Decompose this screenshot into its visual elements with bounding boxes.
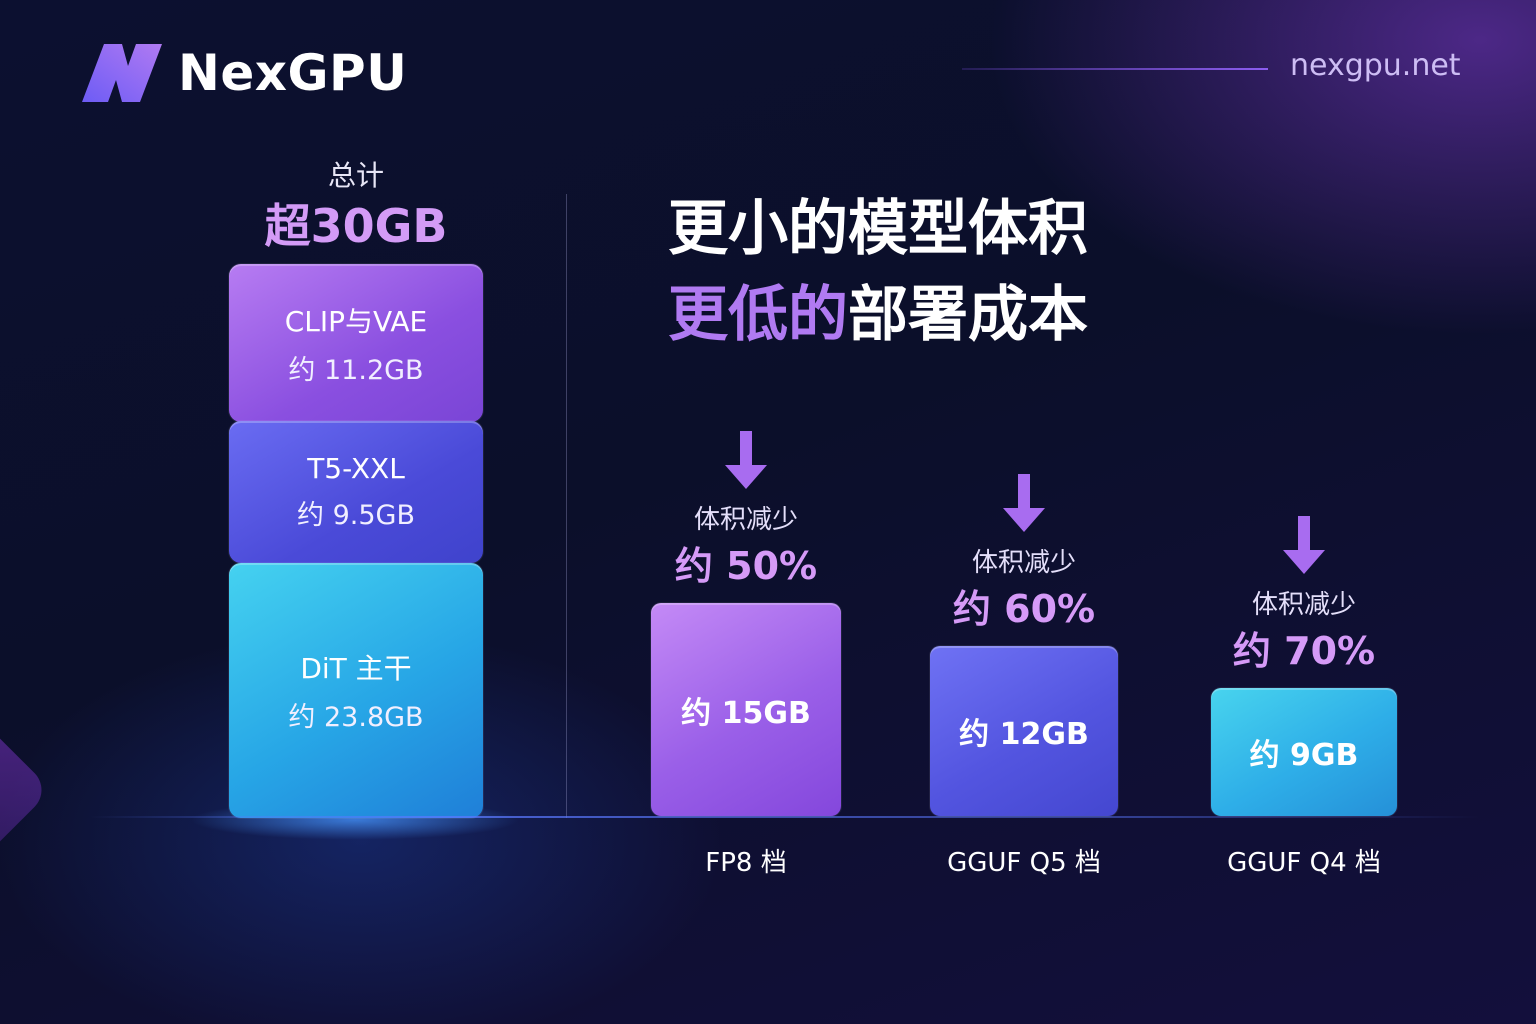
tier-bar-value: 约 12GB: [959, 716, 1089, 752]
stack-segment-t5-xxl: T5-XXL 约 9.5GB: [229, 421, 483, 563]
site-url: nexgpu.net: [1290, 48, 1461, 83]
nexgpu-logo-icon: [82, 44, 162, 102]
tier-bar-gguf-q5: 约 12GB: [930, 645, 1118, 816]
tier-bar-value: 约 15GB: [681, 695, 811, 731]
tier-bar-gguf-q4: 约 9GB: [1211, 688, 1397, 816]
total-value: 超30GB: [264, 199, 448, 253]
brand-name: NexGPU: [178, 44, 408, 102]
tier-bar-value: 约 9GB: [1249, 738, 1359, 774]
headline-accent: 更低的: [668, 280, 848, 350]
tier-category-label: GGUF Q4 档: [1227, 848, 1381, 878]
headline-line-2: 更低的部署成本: [668, 272, 1088, 358]
headline-line-1: 更小的模型体积: [668, 194, 1088, 264]
tier-reduction-caption: 体积减少: [693, 505, 798, 535]
chart-baseline: [90, 816, 1480, 818]
stack-segment-dit: DiT 主干 约 23.8GB: [229, 563, 483, 818]
down-arrow-icon: [725, 431, 767, 489]
stack-segment-clip-vae: CLIP与VAE 约 11.2GB: [229, 264, 483, 422]
decor-shape: [0, 648, 52, 932]
segment-name: DiT 主干: [300, 652, 412, 685]
section-divider: [566, 194, 567, 818]
segment-size: 约 23.8GB: [288, 702, 424, 733]
tier-reduction-value: 约 70%: [1232, 629, 1376, 674]
segment-size: 约 9.5GB: [297, 500, 415, 531]
tier-reduction-value: 约 60%: [952, 586, 1096, 631]
down-arrow-icon: [1003, 473, 1045, 532]
segment-name: T5-XXL: [307, 452, 405, 485]
tier-category-label: FP8 档: [705, 848, 787, 878]
total-label: 总计: [327, 159, 384, 192]
segment-name: CLIP与VAE: [284, 304, 428, 338]
tier-reduction-caption: 体积减少: [971, 547, 1076, 578]
headline-rest: 部署成本: [848, 280, 1088, 350]
tier-bar-fp8: 约 15GB: [651, 603, 841, 816]
tier-category-label: GGUF Q5 档: [947, 848, 1101, 878]
headline: 更小的模型体积 更低的部署成本: [668, 186, 1088, 358]
tier-reduction-caption: 体积减少: [1251, 590, 1356, 621]
segment-size: 约 11.2GB: [288, 354, 424, 386]
brand-logo: NexGPU: [82, 44, 407, 102]
down-arrow-icon: [1283, 516, 1325, 575]
header-divider: [962, 68, 1268, 70]
tier-reduction-value: 约 50%: [674, 544, 818, 588]
